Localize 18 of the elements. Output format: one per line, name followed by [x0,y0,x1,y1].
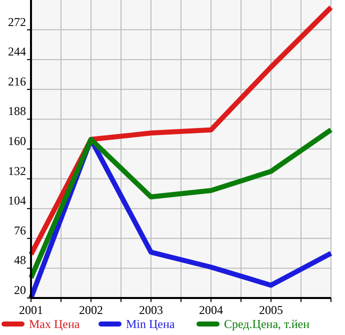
x-tick-label: 2004 [199,303,223,317]
x-tick-label: 2003 [139,303,163,317]
y-tick-label: 104 [8,194,26,208]
y-tick-label: 160 [8,134,26,148]
y-tick-label: 48 [14,253,26,268]
x-tick-label: 2005 [259,303,283,317]
y-tick-label: 188 [8,104,26,118]
legend-label: Min Цена [126,317,176,331]
x-tick-label: 2001 [19,303,43,317]
x-tick-label: 2002 [79,303,103,317]
legend-label: Сред.Цена, т.йен [224,317,310,331]
y-tick-label: 76 [14,223,26,238]
y-tick-label: 132 [8,164,26,178]
y-tick-label: 20 [14,283,26,297]
y-tick-label: 272 [8,14,26,29]
y-tick-label: 244 [8,44,26,59]
legend-label: Max Цена [29,317,80,331]
y-tick-label: 216 [8,74,26,88]
